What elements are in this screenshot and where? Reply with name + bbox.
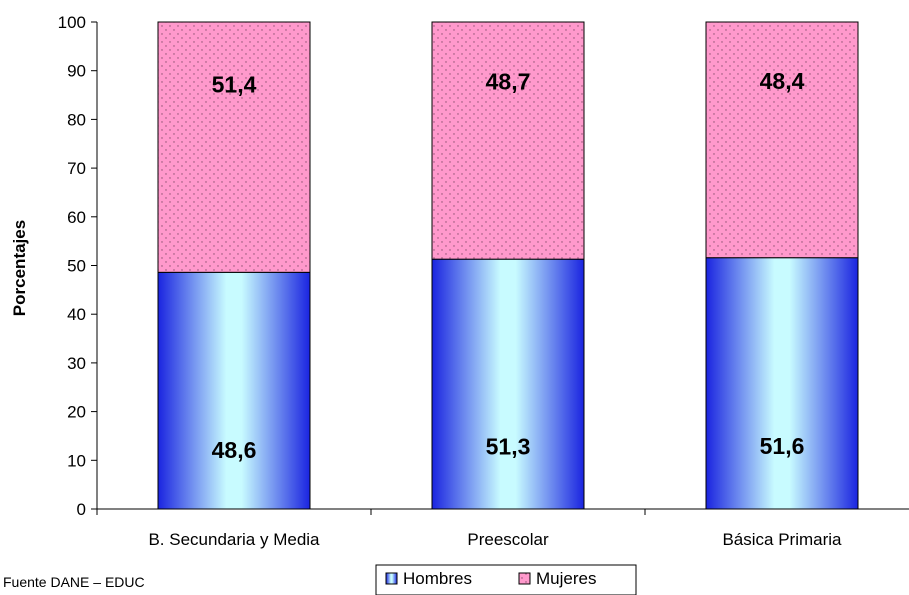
data-label-hombres: 51,6 — [760, 433, 805, 459]
data-label-mujeres: 48,7 — [486, 68, 531, 94]
y-tick-label: 50 — [67, 257, 86, 276]
legend-label-hombres: Hombres — [403, 569, 472, 588]
y-axis: 0 10 20 30 40 50 60 70 80 90 100 — [58, 13, 97, 519]
x-tick-label: Preescolar — [467, 530, 549, 549]
y-tick-label: 60 — [67, 208, 86, 227]
data-label-mujeres: 48,4 — [760, 68, 805, 94]
x-axis: B. Secundaria y Media Preescolar Básica Pr… — [97, 509, 909, 549]
bar-hombres — [432, 259, 584, 509]
y-tick-label: 0 — [77, 500, 86, 519]
bar-hombres — [158, 272, 310, 509]
y-tick-label: 30 — [67, 354, 86, 373]
y-tick-label: 70 — [67, 159, 86, 178]
bar-hombres — [706, 258, 858, 509]
bar-mujeres — [158, 22, 310, 272]
legend: Hombres Mujeres — [376, 565, 636, 595]
source-note: Fuente DANE – EDUC — [3, 574, 145, 590]
legend-swatch-hombres — [386, 573, 397, 584]
x-tick-label: B. Secundaria y Media — [148, 530, 320, 549]
data-label-hombres: 51,3 — [486, 434, 531, 460]
y-tick-label: 10 — [67, 451, 86, 470]
y-axis-title: Porcentajes — [10, 220, 29, 316]
y-tick-label: 80 — [67, 110, 86, 129]
legend-label-mujeres: Mujeres — [536, 569, 596, 588]
data-label-hombres: 48,6 — [212, 437, 257, 463]
bar-mujeres — [706, 22, 858, 258]
bar-mujeres — [432, 22, 584, 259]
legend-swatch-mujeres — [519, 573, 530, 584]
data-label-mujeres: 51,4 — [212, 72, 257, 98]
y-tick-label: 100 — [58, 13, 86, 32]
y-tick-label: 90 — [67, 62, 86, 81]
y-tick-label: 40 — [67, 305, 86, 324]
x-tick-label: Básica Primaria — [722, 530, 842, 549]
y-tick-label: 20 — [67, 403, 86, 422]
